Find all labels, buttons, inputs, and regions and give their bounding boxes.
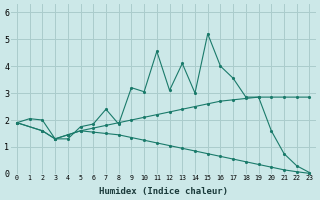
X-axis label: Humidex (Indice chaleur): Humidex (Indice chaleur) — [99, 187, 228, 196]
